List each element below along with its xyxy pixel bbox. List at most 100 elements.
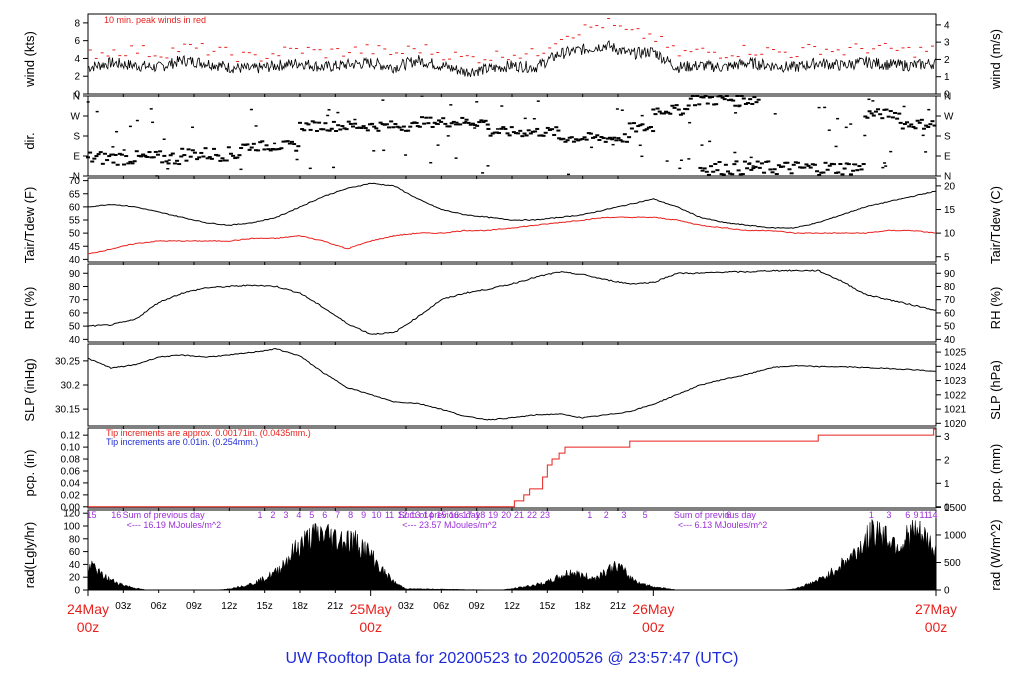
radiation-hour-label: 18 [475, 510, 485, 520]
wind-ytick-label: 0 [74, 90, 80, 101]
pressure-SLP-line [87, 347, 937, 421]
pressure-y2tick-label: 1022 [944, 390, 967, 401]
pressure-y2label: SLP (hPa) [988, 360, 1003, 420]
temperature-y2tick-label: 15 [944, 205, 956, 216]
humidity-ytick-label: 70 [69, 295, 81, 306]
radiation-hour-label: 8 [348, 510, 353, 520]
temperature-ytick-label: 70 [69, 176, 81, 187]
time-tick-label: 09z [186, 601, 202, 612]
temperature-y2tick-label: 10 [944, 229, 956, 240]
radiation-hour-label: 5 [643, 510, 648, 520]
time-tick-label: 06z [433, 601, 449, 612]
precip-accum-line [88, 428, 936, 508]
radiation-hour-label: 6 [322, 510, 327, 520]
panel-wind [83, 13, 941, 97]
radiation-y2label: rad (W/m^2) [988, 519, 1003, 590]
direction-frame [87, 95, 937, 177]
temperature-ytick-label: 45 [69, 242, 81, 253]
chart-title: UW Rooftop Data for 20200523 to 20200526… [285, 650, 739, 667]
humidity-ytick-label: 80 [69, 282, 81, 293]
temperature-ylabel: Tair/Tdew (F) [22, 187, 37, 264]
radiation-hour-label: 7 [335, 510, 340, 520]
radiation-hour-label: 10 [372, 510, 382, 520]
wind-y2label: wind (m/s) [988, 29, 1003, 90]
pressure-ytick-label: 30.15 [55, 405, 80, 416]
precipitation-ytick-label: 0.12 [61, 431, 81, 442]
radiation-hour-label: 16 [111, 510, 121, 520]
temperature-ytick-label: 55 [69, 216, 81, 227]
radiation-hour-label: 21 [514, 510, 524, 520]
panel-temperature [83, 177, 941, 265]
radiation-hour-label: 2 [604, 510, 609, 520]
pressure-y2tick-label: 1020 [944, 419, 967, 430]
pressure-ylabel: SLP (inHg) [22, 358, 37, 421]
panel-humidity [83, 263, 941, 345]
temperature-ytick-label: 60 [69, 202, 81, 213]
radiation-hour-label: 23 [540, 510, 550, 520]
time-tick-label: 03z [115, 601, 131, 612]
pressure-y2tick-label: 1025 [944, 348, 967, 359]
wind-y2tick-label: 3 [944, 38, 950, 49]
humidity-ytick-label: 50 [69, 322, 81, 333]
humidity-y2label: RH (%) [988, 287, 1003, 330]
radiation-hour-label: 5 [309, 510, 314, 520]
panel-pressure [83, 343, 941, 429]
radiation-sum-value: <--- 16.19 MJoules/m^2 [127, 520, 222, 530]
time-tick-label: 06z [151, 601, 167, 612]
humidity-y2tick-label: 60 [944, 308, 956, 319]
precipitation-ytick-label: 0.08 [61, 455, 81, 466]
time-major-z: 00z [359, 619, 382, 635]
direction-y2tick-label: N [944, 92, 951, 103]
radiation-ylabel: rad(Lgly/hr) [22, 522, 37, 588]
humidity-ylabel: RH (%) [22, 287, 37, 330]
radiation-hour-label: 13 [410, 510, 420, 520]
temperature-ytick-label: 40 [69, 255, 81, 266]
radiation-hour-label: 20 [501, 510, 511, 520]
temperature-y2label: Tair/Tdew (C) [988, 186, 1003, 264]
wind-y2tick-label: 4 [944, 20, 950, 31]
panel-radiation [83, 506, 941, 593]
precipitation-ylabel: pcp. (in) [22, 450, 37, 497]
temperature-ytick-label: 65 [69, 189, 81, 200]
direction-ytick-label: W [71, 112, 81, 123]
panel-direction [83, 95, 941, 179]
direction-ytick-label: N [73, 172, 80, 183]
radiation-hour-label: 3 [621, 510, 626, 520]
direction-y2tick-label: S [944, 132, 951, 143]
radiation-hour-label: 1 [587, 510, 592, 520]
radiation-hour-label: 17 [462, 510, 472, 520]
humidity-frame [87, 263, 937, 343]
precipitation-note: Tip increments are 0.01in. (0.254mm.) [106, 437, 258, 447]
radiation-hour-label: 6 [905, 510, 910, 520]
precipitation-ytick-label: 0.04 [61, 478, 81, 489]
humidity-ytick-label: 60 [69, 308, 81, 319]
time-tick-label: 12z [221, 601, 237, 612]
humidity-y2tick-label: 90 [944, 269, 956, 280]
radiation-hour-label: 9 [361, 510, 366, 520]
radiation-hour-label: 1 [257, 510, 262, 520]
time-tick-label: 15z [257, 601, 273, 612]
radiation-hour-label: 1 [869, 510, 874, 520]
time-major-day: 27May [915, 601, 957, 617]
time-tick-label: 18z [575, 601, 591, 612]
pressure-y2tick-label: 1024 [944, 362, 967, 373]
time-tick-label: 15z [539, 601, 555, 612]
radiation-ytick-label: 20 [69, 573, 81, 584]
wind-y2tick-label: 1 [944, 72, 950, 83]
time-tick-label: 12z [504, 601, 520, 612]
radiation-y2tick-label: 1000 [944, 530, 967, 541]
direction-y2tick-label: W [944, 112, 954, 123]
time-tick-label: 21z [610, 601, 626, 612]
radiation-ytick-label: 120 [63, 509, 80, 520]
temperature-Tdew-line [87, 216, 937, 255]
radiation-ytick-label: 100 [63, 522, 80, 533]
radiation-hour-label: 11 [385, 510, 394, 520]
wind-ytick-label: 4 [74, 54, 80, 65]
wind-y2tick-label: 0 [944, 90, 950, 101]
precipitation-y2label: pcp. (mm) [988, 444, 1003, 503]
pressure-ytick-label: 30.25 [55, 356, 80, 367]
radiation-hour-label: 22 [527, 510, 537, 520]
radiation-y2tick-label: 1500 [944, 503, 967, 514]
wind-wind-line [87, 40, 937, 78]
radiation-hour-label: 3 [886, 510, 891, 520]
